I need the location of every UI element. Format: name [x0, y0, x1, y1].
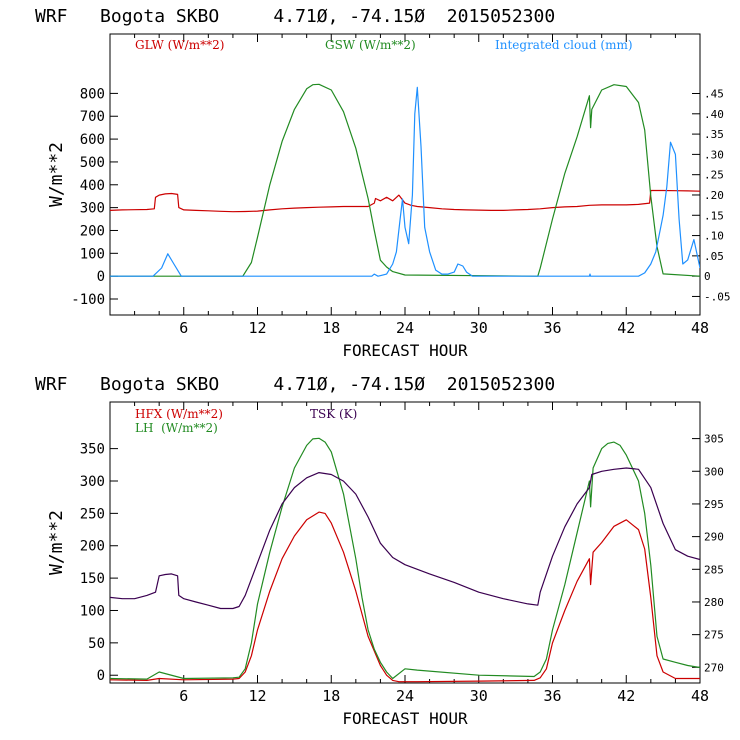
y-tick-label: 700: [80, 109, 105, 125]
x-tick-label: 24: [396, 687, 414, 705]
series-line-hfx-w-m-2: [110, 511, 700, 683]
y2-tick-label: .20: [704, 189, 724, 202]
x-tick-label: 30: [470, 319, 488, 337]
series-line-tsk-k: [110, 467, 700, 610]
x-tick-label: 30: [470, 687, 488, 705]
x-tick-label: 12: [248, 687, 266, 705]
y-tick-label: 400: [80, 178, 105, 194]
legend-entry-integrated-cloud-mm: Integrated cloud (mm): [495, 38, 633, 52]
y-tick-label: 250: [80, 506, 105, 522]
x-tick-label: 6: [179, 319, 188, 337]
y2-tick-label: 300: [704, 465, 724, 478]
legend-entry-glw-w-m-2: GLW (W/m**2): [135, 38, 224, 52]
y-tick-label: 50: [88, 636, 105, 652]
chart-title: WRF Bogota SKBO 4.71Ø, -74.15Ø 201505230…: [35, 6, 555, 27]
y2-tick-label: .45: [704, 88, 724, 101]
x-tick-label: 36: [543, 319, 561, 337]
x-axis-label: FORECAST HOUR: [342, 341, 468, 360]
y2-tick-label: .40: [704, 108, 724, 121]
y2-tick-label: .35: [704, 128, 724, 141]
y-axis-label: W/m**2: [46, 510, 67, 575]
x-tick-label: 12: [248, 319, 266, 337]
series-line-integrated-cloud-mm: [110, 86, 700, 277]
y-tick-label: 300: [80, 474, 105, 490]
y2-tick-label: .10: [704, 230, 724, 243]
y-tick-label: 300: [80, 201, 105, 217]
plot-frame: [109, 33, 701, 316]
chart-title: WRF Bogota SKBO 4.71Ø, -74.15Ø 201505230…: [35, 374, 555, 395]
y-tick-label: 200: [80, 539, 105, 555]
plot-frame: [109, 401, 701, 684]
y2-tick-label: 290: [704, 531, 724, 544]
legend-entry-gsw-w-m-2: GSW (W/m**2): [325, 38, 416, 52]
y2-tick-label: .05: [704, 250, 724, 263]
y-tick-label: 800: [80, 86, 105, 102]
y-tick-label: 100: [80, 603, 105, 619]
x-tick-label: 6: [179, 687, 188, 705]
y2-tick-label: .15: [704, 209, 724, 222]
y-tick-label: 600: [80, 132, 105, 148]
y2-tick-label: 285: [704, 563, 724, 576]
y2-tick-label: -.05: [704, 290, 731, 303]
y-tick-label: 150: [80, 571, 105, 587]
chart-panel-1: WRF Bogota SKBO 4.71Ø, -74.15Ø 201505230…: [35, 6, 731, 360]
series-line-glw-w-m-2: [110, 189, 700, 213]
y-tick-label: 0: [97, 269, 105, 285]
series-line-gsw-w-m-2: [110, 83, 700, 277]
series-line-lh-w-m-2: [110, 437, 700, 680]
x-tick-label: 18: [322, 319, 340, 337]
y-tick-label: 350: [80, 442, 105, 458]
x-tick-label: 24: [396, 319, 414, 337]
x-tick-label: 18: [322, 687, 340, 705]
y2-tick-label: 280: [704, 596, 724, 609]
y2-tick-label: 275: [704, 629, 724, 642]
x-tick-label: 36: [543, 687, 561, 705]
y2-tick-label: 305: [704, 433, 724, 446]
x-axis-label: FORECAST HOUR: [342, 709, 468, 728]
legend-entry-tsk-k: TSK (K): [310, 407, 357, 421]
y2-tick-label: .30: [704, 148, 724, 161]
y2-tick-label: 295: [704, 498, 724, 511]
y2-tick-label: 0: [704, 270, 711, 283]
x-tick-label: 48: [691, 687, 709, 705]
y2-tick-label: .25: [704, 169, 724, 182]
y-tick-label: 200: [80, 223, 105, 239]
legend-entry-lh-w-m-2: LH (W/m**2): [135, 421, 218, 435]
chart-panel-2: WRF Bogota SKBO 4.71Ø, -74.15Ø 201505230…: [35, 374, 724, 728]
y-axis-label: W/m**2: [46, 142, 67, 207]
y-tick-label: 0: [97, 668, 105, 684]
y-tick-label: 100: [80, 246, 105, 262]
y-tick-label: -100: [71, 292, 105, 308]
legend-entry-hfx-w-m-2: HFX (W/m**2): [135, 407, 223, 421]
y-tick-label: 500: [80, 155, 105, 171]
x-tick-label: 42: [617, 687, 635, 705]
x-tick-label: 42: [617, 319, 635, 337]
y2-tick-label: 270: [704, 661, 724, 674]
x-tick-label: 48: [691, 319, 709, 337]
